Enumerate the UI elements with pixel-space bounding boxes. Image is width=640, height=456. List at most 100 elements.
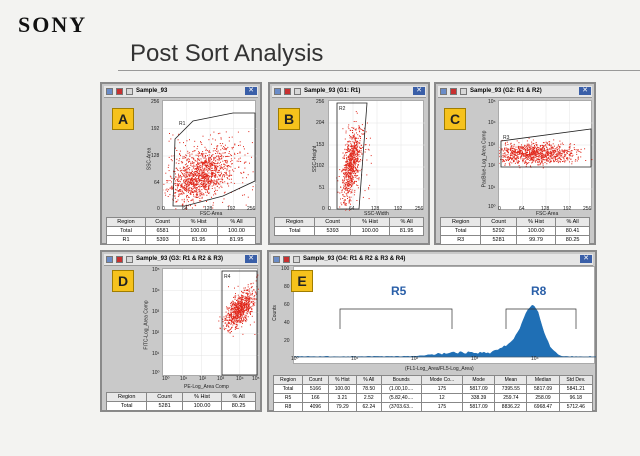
close-icon[interactable]: ✕ <box>413 87 425 95</box>
settings-icon[interactable] <box>116 88 123 95</box>
column-header[interactable]: Mean <box>494 375 528 385</box>
column-header[interactable]: % Hist <box>327 375 358 385</box>
scatter-plot-d[interactable]: R4 <box>162 268 259 377</box>
settings-icon[interactable] <box>116 256 123 263</box>
histogram-plot-e[interactable] <box>293 266 596 364</box>
print-icon[interactable] <box>106 88 113 95</box>
column-header[interactable]: % All <box>555 217 590 227</box>
print-icon[interactable] <box>273 256 280 263</box>
gate-r1 <box>172 112 256 207</box>
arrow-icon[interactable] <box>294 88 301 95</box>
table-row[interactable]: R3 5281 99.79 80.25 <box>439 235 590 245</box>
close-icon[interactable]: ✕ <box>579 87 591 95</box>
column-header[interactable]: Region <box>272 375 304 385</box>
column-header[interactable]: % All <box>221 392 256 402</box>
table-cell: 5281 <box>146 401 183 411</box>
table-cell: 80.25 <box>555 235 590 245</box>
arrow-icon[interactable] <box>460 88 467 95</box>
y-tick: 51 <box>319 185 325 191</box>
table-cell: R5 <box>272 393 304 403</box>
column-header[interactable]: Median <box>526 375 560 385</box>
panel-d: Sample_93 (G3: R1 & R2 & R3) ✕ R4 FITC-Lo… <box>100 250 262 412</box>
event-dot-scatter <box>504 139 575 165</box>
print-icon[interactable] <box>274 88 281 95</box>
panel-letter-c: C <box>444 108 466 130</box>
column-header[interactable]: % Hist <box>349 217 391 227</box>
y-tick: 10⁵ <box>152 267 160 273</box>
column-header[interactable]: Count <box>146 392 183 402</box>
x-tick: 128 <box>541 206 550 212</box>
table-cell: 100.00 <box>327 384 358 394</box>
region-stats-table-e: Region Count% Hist% All Bounds Mode Co... Mo… <box>272 375 594 412</box>
column-header[interactable]: % All <box>217 217 256 227</box>
column-header[interactable]: Mode Co... <box>420 375 464 385</box>
column-header[interactable]: Region <box>439 217 482 227</box>
table-cell: Total <box>105 401 148 411</box>
x-axis-label: SSC-Width <box>364 211 389 217</box>
y-tick: 204 <box>316 120 325 126</box>
close-icon[interactable]: ✕ <box>245 255 257 263</box>
arrow-icon[interactable] <box>293 256 300 263</box>
column-header[interactable]: Count <box>314 217 351 227</box>
table-cell: 80.41 <box>555 226 590 236</box>
y-axis-label: Counts <box>271 305 278 321</box>
arrow-icon[interactable] <box>126 88 133 95</box>
column-header[interactable]: Mode <box>462 375 496 385</box>
column-header[interactable]: % All <box>389 217 424 227</box>
x-tick: 10³ <box>471 356 479 362</box>
scatter-plot-c[interactable]: R3 <box>498 100 593 211</box>
arrow-icon[interactable] <box>126 256 133 263</box>
y-tick: 80 <box>284 284 290 290</box>
table-row[interactable]: R1 5393 81.95 81.95 <box>106 235 256 245</box>
settings-icon[interactable] <box>283 256 290 263</box>
column-header[interactable]: % Hist <box>179 217 219 227</box>
column-header[interactable]: Region <box>106 217 146 227</box>
close-icon[interactable]: ✕ <box>580 255 592 263</box>
scatter-plot-b[interactable]: R2 <box>328 100 425 211</box>
column-header[interactable]: % Hist <box>181 392 223 402</box>
table-cell: 80.25 <box>221 401 256 411</box>
table-row[interactable]: Total 6581 100.00 100.00 <box>106 226 256 236</box>
column-header[interactable]: Count <box>480 217 517 227</box>
table-row[interactable]: Total 5166 100.00 78.50 (1.00,10.... 175 5817.… <box>272 384 594 394</box>
column-header[interactable]: Bounds <box>380 375 422 385</box>
table-cell: 5393 <box>314 226 351 236</box>
y-tick: 100 <box>281 266 290 272</box>
y-tick: 153 <box>316 142 325 148</box>
settings-icon[interactable] <box>450 88 457 95</box>
r8-label: R8 <box>531 284 547 298</box>
table-row[interactable]: R8 4096 79.29 62.24 (3703.63... 175 5817.09 883… <box>272 402 594 412</box>
table-row[interactable]: R5 166 3.21 2.52 (5.82,40.... 12 338.39 259.74 2… <box>272 393 594 403</box>
print-icon[interactable] <box>440 88 447 95</box>
print-icon[interactable] <box>106 256 113 263</box>
table-cell: 3.21 <box>327 393 358 403</box>
settings-icon[interactable] <box>284 88 291 95</box>
column-header[interactable]: Region <box>273 217 316 227</box>
table-cell: 5292 <box>480 226 517 236</box>
table-cell: 6581 <box>144 226 181 236</box>
table-row[interactable]: Total 5292 100.00 80.41 <box>439 226 590 236</box>
table-cell: Total <box>106 226 146 236</box>
window-title: Sample_93 (G3: R1 & R2 & R3) <box>136 256 224 262</box>
y-tick: 10² <box>152 330 160 336</box>
x-tick: 192 <box>227 206 236 212</box>
x-tick: 128 <box>204 206 213 212</box>
column-header[interactable]: Count <box>302 375 329 385</box>
table-cell: 8836.22 <box>494 402 528 412</box>
table-cell: 100.00 <box>181 401 223 411</box>
gate-r5-bracket <box>339 308 453 329</box>
column-header[interactable]: Count <box>144 217 181 227</box>
column-header[interactable]: Std Dev. <box>558 375 594 385</box>
table-cell: 5166 <box>302 384 329 394</box>
x-axis-label: FSC-Area <box>536 211 559 217</box>
table-row[interactable]: Total 5393 100.00 81.95 <box>273 226 424 236</box>
scatter-plot-a[interactable]: R1 <box>162 100 257 211</box>
window-title: Sample_93 (G1: R1) <box>304 88 361 94</box>
y-tick: 40 <box>284 320 290 326</box>
table-row[interactable]: Total 5281 100.00 80.25 <box>105 401 256 411</box>
column-header[interactable]: % All <box>356 375 382 385</box>
column-header[interactable]: Region <box>105 392 148 402</box>
window-title: Sample_93 (G2: R1 & R2) <box>470 88 542 94</box>
close-icon[interactable]: ✕ <box>245 87 257 95</box>
column-header[interactable]: % Hist <box>515 217 557 227</box>
